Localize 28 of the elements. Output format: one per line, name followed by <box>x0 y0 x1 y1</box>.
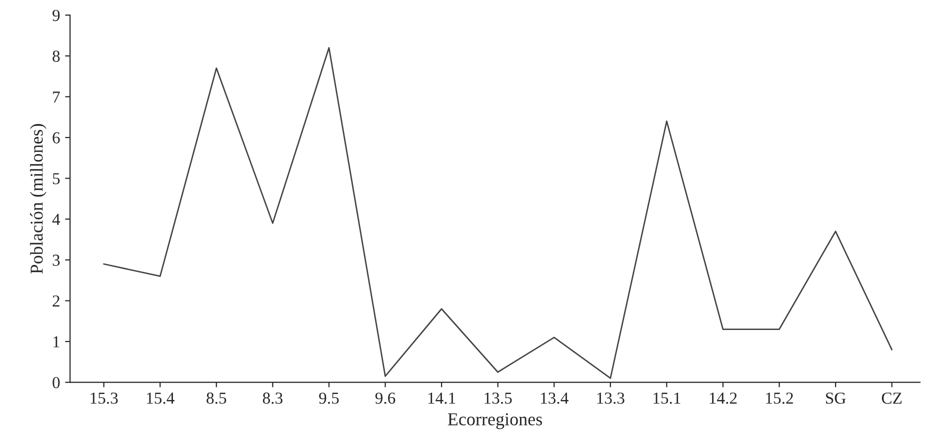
x-tick-label: 15.4 <box>146 392 174 404</box>
y-tick-label: 7 <box>53 92 60 103</box>
x-tick-label: 13.3 <box>597 392 624 404</box>
x-tick-label: SG <box>826 392 846 404</box>
x-tick-label: 13.4 <box>541 392 568 404</box>
x-tick-label: 8.3 <box>262 392 282 404</box>
y-tick-label: 2 <box>52 295 60 307</box>
x-tick-label: CZ <box>882 392 902 404</box>
y-tick-label: 1 <box>53 336 60 348</box>
x-tick-label: 15.3 <box>90 392 118 404</box>
x-tick-label: 9.6 <box>375 392 396 404</box>
y-tick-label: 4 <box>52 214 60 225</box>
y-tick-label: 3 <box>52 254 60 266</box>
y-tick-label: 5 <box>52 173 60 184</box>
x-tick-label: 9.5 <box>319 392 339 404</box>
y-axis-title: Población (millones) <box>30 124 46 274</box>
x-tick-label: 15.2 <box>766 392 793 404</box>
y-tick-label: 0 <box>52 377 60 388</box>
x-tick-label: 15.1 <box>654 392 680 404</box>
line-series <box>103 47 893 379</box>
y-tick-label: 6 <box>52 132 60 144</box>
x-tick-label: 14.1 <box>428 392 456 404</box>
y-tick-label: 9 <box>52 10 60 22</box>
x-tick-label: 13.5 <box>484 392 512 404</box>
x-tick-label: 8.5 <box>206 392 226 404</box>
y-tick-label: 8 <box>52 50 60 62</box>
x-tick-label: 14.2 <box>710 392 737 404</box>
x-axis-title: Ecorregiones <box>448 413 542 430</box>
